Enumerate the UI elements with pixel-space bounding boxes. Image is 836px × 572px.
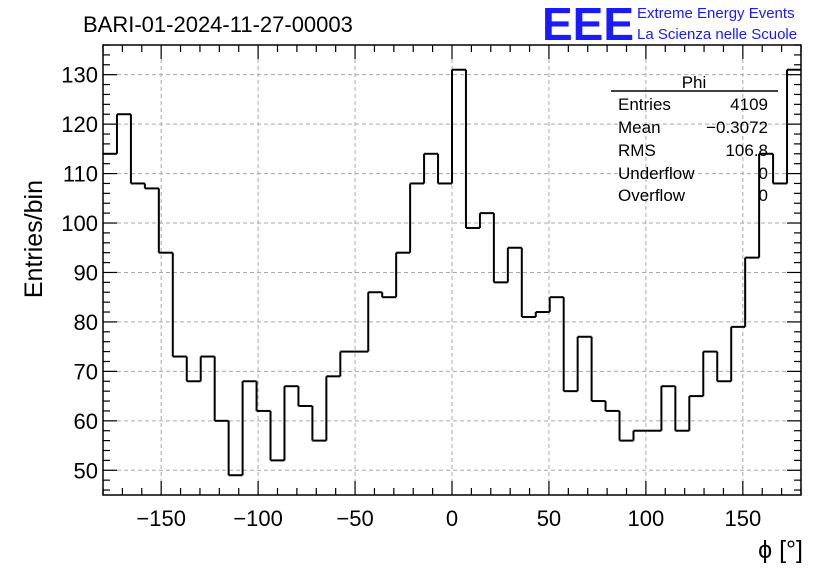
eee-logo: EEE Extreme Energy Events La Scienza nel…: [542, 0, 797, 50]
eee-logo-mark: EEE: [542, 0, 634, 50]
histogram-series: [103, 68, 801, 477]
y-tick-label-4: 90: [74, 260, 98, 285]
tick-labels: −150 −100 −50 0 50 100 150 50 60 70 80 90 100 110 120 1…: [61, 63, 761, 531]
y-tick-label-5: 100: [61, 211, 98, 236]
x-tick-label-1: −100: [233, 506, 283, 531]
x-tick-label-4: 50: [537, 506, 561, 531]
stats-value-mean: −0.3072: [706, 118, 768, 137]
stats-label-underflow: Underflow: [618, 164, 695, 183]
y-tick-label-7: 120: [61, 112, 98, 137]
y-tick-label-6: 110: [63, 162, 98, 187]
stats-value-entries: 4109: [730, 95, 768, 114]
stats-label-rms: RMS: [618, 141, 656, 160]
stats-box: Phi Entries 4109 Mean −0.3072 RMS 106.8 …: [611, 73, 778, 205]
x-axis-label: ϕ [°]: [758, 536, 803, 564]
x-tick-label-6: 150: [724, 506, 761, 531]
stats-label-overflow: Overflow: [618, 186, 686, 205]
chart-title: BARI-01-2024-11-27-00003: [83, 12, 353, 37]
x-tick-label-0: −150: [136, 506, 186, 531]
eee-logo-line1: Extreme Energy Events: [637, 5, 795, 22]
y-tick-label-1: 60: [74, 409, 98, 434]
y-axis-label: Entries/bin: [20, 180, 48, 298]
stats-title: Phi: [682, 73, 707, 92]
stats-label-mean: Mean: [618, 118, 661, 137]
x-tick-label-2: −50: [336, 506, 373, 531]
x-tick-label-5: 100: [628, 506, 665, 531]
stats-value-underflow: 0: [759, 164, 768, 183]
x-tick-label-3: 0: [446, 506, 458, 531]
stats-value-rms: 106.8: [725, 141, 768, 160]
y-tick-label-0: 50: [74, 458, 98, 483]
y-tick-label-2: 70: [74, 359, 98, 384]
eee-logo-line2: La Scienza nelle Scuole: [637, 26, 797, 43]
y-tick-label-3: 80: [74, 310, 98, 335]
y-tick-label-8: 130: [61, 63, 98, 88]
stats-value-overflow: 0: [759, 186, 768, 205]
axis-ticks: [102, 44, 802, 495]
stats-label-entries: Entries: [618, 95, 671, 114]
grid-lines: [103, 45, 801, 495]
